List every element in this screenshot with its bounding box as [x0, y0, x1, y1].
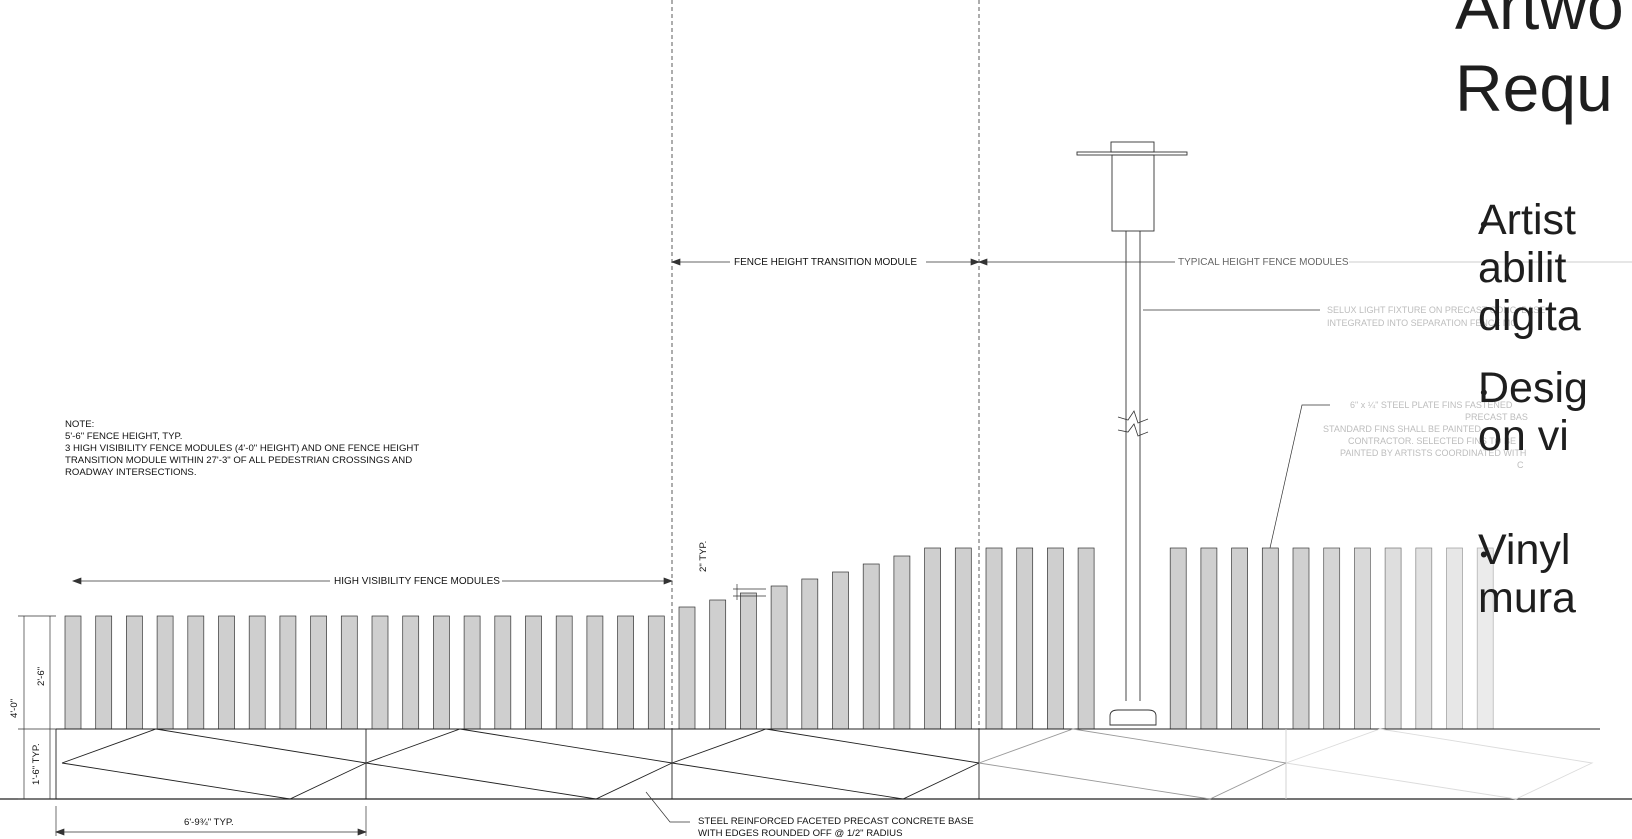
fence-fin	[187, 615, 205, 730]
fence-fin	[740, 592, 757, 730]
fence-fin	[770, 585, 788, 730]
fence-fin	[279, 615, 297, 730]
steel-fins-label-1: 6" x ¼" STEEL PLATE FINS FASTENED	[1350, 400, 1513, 410]
fence-fin	[371, 615, 389, 730]
fence-fin	[862, 563, 880, 730]
bullet-3-line-2: mura	[1478, 574, 1576, 622]
bullet-dot: •	[1480, 542, 1488, 567]
steel-fins-label-3: STANDARD FINS SHALL BE PAINTED	[1323, 424, 1481, 434]
fence-fin	[340, 615, 358, 730]
fence-note: NOTE: 5'-6" FENCE HEIGHT, TYP. 3 HIGH VI…	[65, 419, 419, 479]
fence-fin	[678, 606, 696, 730]
fence-fin	[586, 615, 604, 730]
typical-height-label: TYPICAL HEIGHT FENCE MODULES	[1178, 257, 1349, 268]
fence-fin	[1261, 547, 1279, 730]
note-line: 3 HIGH VISIBILITY FENCE MODULES (4'-0" H…	[65, 443, 420, 454]
fence-fin	[801, 578, 819, 730]
fence-fin	[1016, 547, 1034, 730]
steel-fins-label-4: CONTRACTOR. SELECTED FINS TO BE	[1348, 436, 1517, 446]
note-line: 5'-6" FENCE HEIGHT, TYP.	[65, 431, 183, 442]
two-six-dimension: 2'-6"	[36, 666, 47, 686]
fence-fin	[402, 615, 420, 730]
fence-fin	[709, 599, 727, 730]
four-ft-dimension: 4'-0"	[9, 698, 20, 718]
fence-fin	[494, 615, 512, 730]
light-fixture-label-1: SELUX LIGHT FIXTURE ON PRECAST CONC. BAS…	[1327, 305, 1546, 315]
fence-fin	[310, 615, 327, 730]
bullet-dot: •	[1480, 212, 1488, 237]
fence-fin	[1354, 547, 1371, 730]
bullet-1-line-2: abilit	[1478, 244, 1567, 292]
high-visibility-label: HIGH VISIBILITY FENCE MODULES	[334, 576, 500, 587]
note-line: TRANSITION MODULE WITHIN 27'-3" OF ALL P…	[65, 455, 413, 466]
base-label-1: STEEL REINFORCED FACETED PRECAST CONCRET…	[698, 816, 974, 827]
fence-fin	[248, 615, 266, 730]
fence-fin	[218, 615, 235, 730]
fence-fin	[95, 615, 113, 730]
fence-fin	[1446, 547, 1463, 730]
fence-fin	[985, 547, 1003, 730]
slide-title-line-2: Requ	[1455, 51, 1613, 125]
fence-fin	[1323, 547, 1341, 730]
fence-fin	[832, 571, 849, 730]
bullet-1-line-1: Artist	[1478, 196, 1576, 244]
fence-fin	[1077, 547, 1095, 730]
slide-title-line-1: Artwo	[1455, 0, 1624, 43]
steel-fins-label-5: PAINTED BY ARTISTS COORDINATED WITH	[1340, 448, 1527, 458]
bullet-dot: •	[1480, 380, 1488, 405]
fence-fins-group	[64, 547, 1494, 730]
selux-light-fixture	[1076, 141, 1188, 726]
light-fixture-label-2: INTEGRATED INTO SEPARATION FENCE MO	[1327, 318, 1518, 328]
fence-fin	[463, 615, 481, 730]
base-label-2: WITH EDGES ROUNDED OFF @ 1/2" RADIUS	[698, 828, 903, 839]
note-line: ROADWAY INTERSECTIONS.	[65, 467, 197, 478]
fence-fin	[1169, 547, 1187, 730]
bullet-3-line-1: Vinyl	[1478, 526, 1571, 574]
fence-fin	[647, 615, 665, 730]
bullet-1-line-3: digita	[1478, 292, 1581, 340]
fence-fin	[924, 547, 941, 730]
fence-fin	[1231, 547, 1248, 730]
module-width-dimension: 6'-9¾" TYP.	[184, 817, 234, 828]
fence-fin	[1200, 547, 1218, 730]
bullet-2-line-1: Desig	[1478, 364, 1588, 412]
fence-fin	[126, 615, 143, 730]
fence-fin	[893, 555, 911, 730]
fence-fin	[525, 615, 542, 730]
two-inch-typ-dimension: 2" TYP.	[698, 540, 709, 572]
steel-fins-label-2: PRECAST BAS	[1465, 412, 1528, 422]
fence-fin	[64, 615, 82, 730]
fence-fin	[1415, 547, 1433, 730]
precast-concrete-base	[55, 728, 1600, 800]
bullet-2-line-2: on vi	[1478, 412, 1569, 460]
steel-fins-label-6: C	[1517, 460, 1524, 470]
one-six-typ-dimension: 1'-6" TYP.	[31, 743, 42, 785]
fence-fin	[555, 615, 573, 730]
note-line: NOTE:	[65, 419, 95, 430]
transition-module-label: FENCE HEIGHT TRANSITION MODULE	[734, 257, 917, 268]
fence-fin	[1047, 547, 1064, 730]
fence-fin	[1292, 547, 1310, 730]
fence-fin	[617, 615, 634, 730]
fence-fin	[954, 547, 972, 730]
fence-fin	[1384, 547, 1402, 730]
fence-fin	[433, 615, 450, 730]
fence-fin	[156, 615, 174, 730]
